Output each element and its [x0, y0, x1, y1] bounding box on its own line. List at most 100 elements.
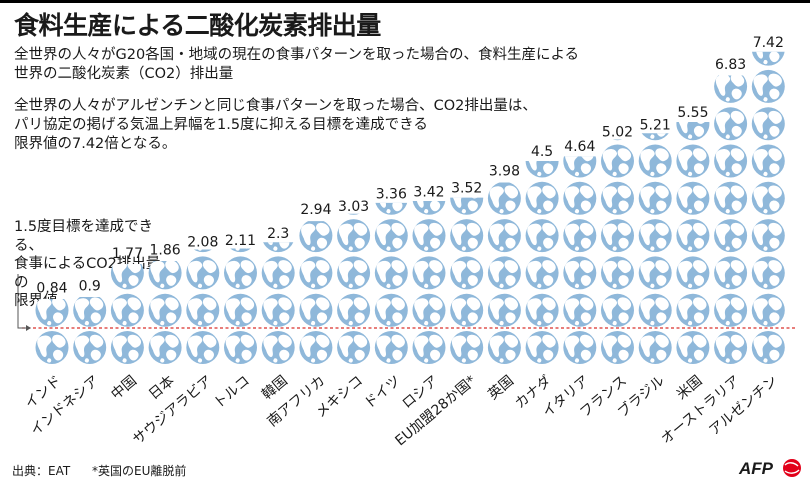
footnote-text: *英国のEU離脱前: [92, 464, 187, 478]
globe-mark: [488, 294, 521, 327]
globe-mark: [299, 294, 332, 327]
globe-mark: [186, 256, 219, 289]
globe-mark: [639, 145, 672, 178]
globe-mark: [714, 145, 747, 178]
afp-logo: AFP: [738, 459, 801, 478]
globe-mark: [299, 256, 332, 289]
value-label: 0.9: [79, 278, 101, 294]
globe-mark: [149, 294, 182, 327]
value-label: 3.03: [338, 199, 369, 215]
value-label: 3.42: [413, 184, 444, 200]
globe-mark: [224, 256, 257, 289]
baseline-globe-mark: [526, 331, 559, 364]
limit-pointer-arrow: [26, 325, 31, 331]
partial-globe-mark: [36, 294, 69, 327]
value-label: 7.42: [753, 35, 784, 51]
value-label: 0.84: [36, 281, 67, 297]
category-label: 英国: [485, 372, 517, 403]
globe-mark: [563, 294, 596, 327]
category-label: トルコ: [211, 373, 253, 412]
globe-mark: [375, 256, 408, 289]
globe-mark: [488, 256, 521, 289]
globe-mark: [676, 182, 709, 215]
source-text: 出典：EAT: [12, 464, 71, 478]
globe-mark: [526, 182, 559, 215]
globe-mark: [601, 182, 634, 215]
baseline-globe-mark: [488, 331, 521, 364]
partial-globe-mark: [149, 256, 182, 289]
globe-mark: [639, 294, 672, 327]
globe-mark: [752, 182, 785, 215]
value-label: 3.36: [376, 187, 407, 203]
globe-mark: [186, 294, 219, 327]
value-label: 5.02: [602, 125, 633, 141]
afp-logo-globe: [783, 459, 801, 477]
baseline-globe-mark: [676, 331, 709, 364]
globe-mark: [563, 219, 596, 252]
baseline-globe-mark: [714, 331, 747, 364]
globe-mark: [262, 256, 295, 289]
value-label: 6.83: [715, 57, 746, 73]
partial-globe-mark: [714, 70, 747, 103]
globe-mark: [714, 182, 747, 215]
value-label: 3.98: [489, 163, 520, 179]
globe-mark: [337, 294, 370, 327]
globe-mark: [563, 256, 596, 289]
globe-mark: [752, 294, 785, 327]
globe-mark: [752, 107, 785, 140]
globe-mark: [111, 294, 144, 327]
baseline-globe-mark: [224, 331, 257, 364]
globe-mark: [262, 294, 295, 327]
globe-mark: [639, 256, 672, 289]
globe-mark: [450, 294, 483, 327]
globe-mark: [526, 219, 559, 252]
globe-mark: [413, 294, 446, 327]
globe-mark: [450, 256, 483, 289]
value-label: 4.64: [564, 139, 595, 155]
globe-mark: [375, 294, 408, 327]
chart-title: 食料生産による二酸化炭素排出量: [14, 11, 381, 40]
baseline-globe-mark: [186, 331, 219, 364]
value-label: 4.5: [531, 144, 553, 160]
value-label: 5.21: [640, 118, 671, 134]
globe-mark: [563, 182, 596, 215]
baseline-globe-mark: [262, 331, 295, 364]
globe-mark: [375, 219, 408, 252]
partial-globe-mark: [73, 294, 106, 327]
globe-mark: [337, 219, 370, 252]
baseline-globe-mark: [299, 331, 332, 364]
globe-mark: [601, 219, 634, 252]
chart-subtitle: 全世界の人々がG20各国・地域の現在の食事パターンを取った場合の、食料生産による…: [14, 47, 580, 82]
value-label: 1.77: [112, 246, 143, 262]
globe-mark: [752, 145, 785, 178]
globe-mark: [601, 256, 634, 289]
globe-mark: [752, 70, 785, 103]
globe-mark: [676, 294, 709, 327]
chart-note: 全世界の人々がアルゼンチンと同じ食事パターンを取った場合、CO2排出量は、 パリ…: [14, 98, 537, 152]
value-label: 2.08: [187, 234, 218, 250]
globe-mark: [676, 256, 709, 289]
globe-mark: [752, 256, 785, 289]
partial-globe-mark: [488, 182, 521, 215]
globe-mark: [639, 219, 672, 252]
globe-mark: [714, 256, 747, 289]
value-label: 2.3: [267, 226, 289, 242]
value-label: 3.52: [451, 181, 482, 197]
baseline-globe-mark: [36, 331, 69, 364]
value-label: 5.55: [677, 105, 708, 121]
globe-mark: [526, 294, 559, 327]
baseline-globe-mark: [73, 331, 106, 364]
limit-pointer-line: [17, 274, 26, 329]
globe-mark: [337, 256, 370, 289]
globe-mark: [413, 219, 446, 252]
globe-mark: [601, 294, 634, 327]
value-label: 2.94: [300, 202, 331, 218]
baseline-globe-mark: [639, 331, 672, 364]
category-label: ドイツ: [361, 373, 403, 412]
globe-mark: [488, 219, 521, 252]
globe-mark: [639, 182, 672, 215]
baseline-globe-mark: [375, 331, 408, 364]
globe-mark: [714, 107, 747, 140]
footer: 出典：EAT *英国のEU離脱前: [12, 462, 204, 479]
